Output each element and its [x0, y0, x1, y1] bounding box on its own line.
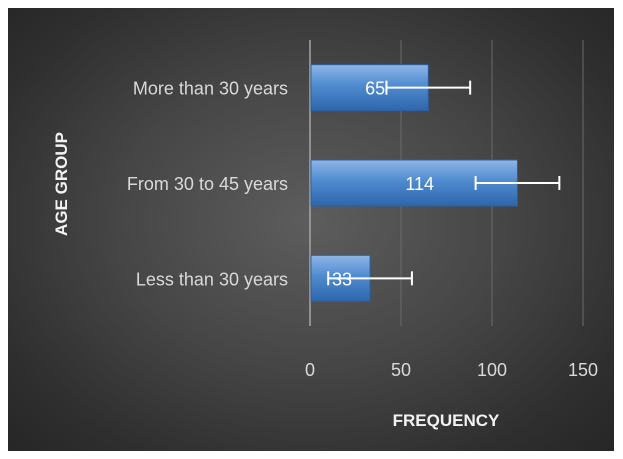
- chart-area: 65 114 33 More than 30 years From 30 to 45 …: [8, 8, 614, 451]
- data-label: 33: [332, 269, 352, 289]
- bars: [310, 64, 518, 302]
- category-label: From 30 to 45 years: [127, 174, 288, 194]
- y-axis-title: AGE GROUP: [52, 132, 71, 236]
- error-bars: [327, 80, 561, 286]
- data-label: 65: [365, 79, 385, 99]
- error-bar: [385, 80, 472, 95]
- category-label: More than 30 years: [133, 79, 288, 99]
- error-bar: [474, 176, 561, 190]
- category-labels: More than 30 years From 30 to 45 years Les…: [127, 79, 288, 290]
- x-tick-label: 0: [305, 360, 315, 380]
- error-bar: [327, 271, 413, 286]
- data-label: 114: [405, 174, 434, 194]
- category-label: Less than 30 years: [136, 269, 288, 289]
- x-axis-title: FREQUENCY: [393, 411, 500, 430]
- x-tick-label: 100: [477, 360, 507, 380]
- bar-chart: 65 114 33 More than 30 years From 30 to 45 …: [52, 40, 598, 430]
- x-tick-label: 150: [568, 360, 598, 380]
- x-tick-label: 50: [391, 360, 411, 380]
- data-labels: 65 114 33: [332, 79, 434, 290]
- x-tick-labels: 0 50 100 150: [305, 360, 598, 380]
